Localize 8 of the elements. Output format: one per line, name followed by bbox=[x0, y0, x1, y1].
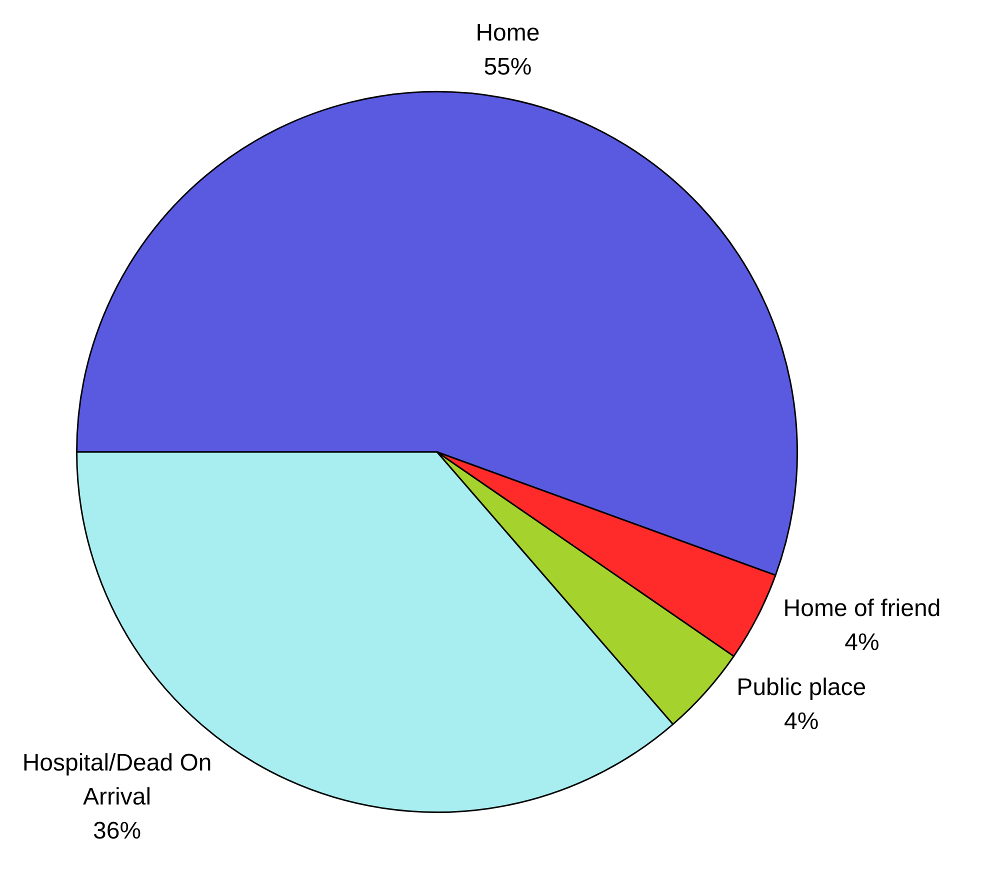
slice-label: Hospital/Dead On Arrival bbox=[22, 750, 212, 811]
data-label: 4% bbox=[784, 708, 819, 736]
data-label: 55% bbox=[484, 54, 532, 81]
slice-label: Public place bbox=[736, 674, 866, 702]
slice-label: Home of friend bbox=[783, 594, 941, 622]
data-label: 36% bbox=[93, 818, 142, 845]
slice-label: Home bbox=[476, 20, 540, 47]
data-label: 4% bbox=[844, 628, 880, 656]
